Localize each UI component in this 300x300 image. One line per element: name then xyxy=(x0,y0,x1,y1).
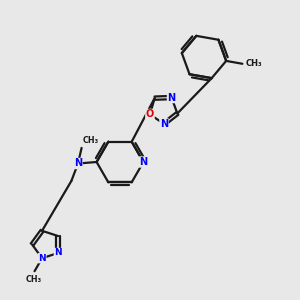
Text: N: N xyxy=(54,248,62,257)
Text: O: O xyxy=(146,110,154,119)
Text: N: N xyxy=(74,158,82,169)
Text: CH₃: CH₃ xyxy=(246,59,262,68)
Text: N: N xyxy=(167,93,175,103)
Text: CH₃: CH₃ xyxy=(83,136,99,145)
Text: N: N xyxy=(38,254,46,263)
Text: N: N xyxy=(160,119,168,129)
Text: N: N xyxy=(139,157,148,167)
Text: CH₃: CH₃ xyxy=(26,275,42,284)
